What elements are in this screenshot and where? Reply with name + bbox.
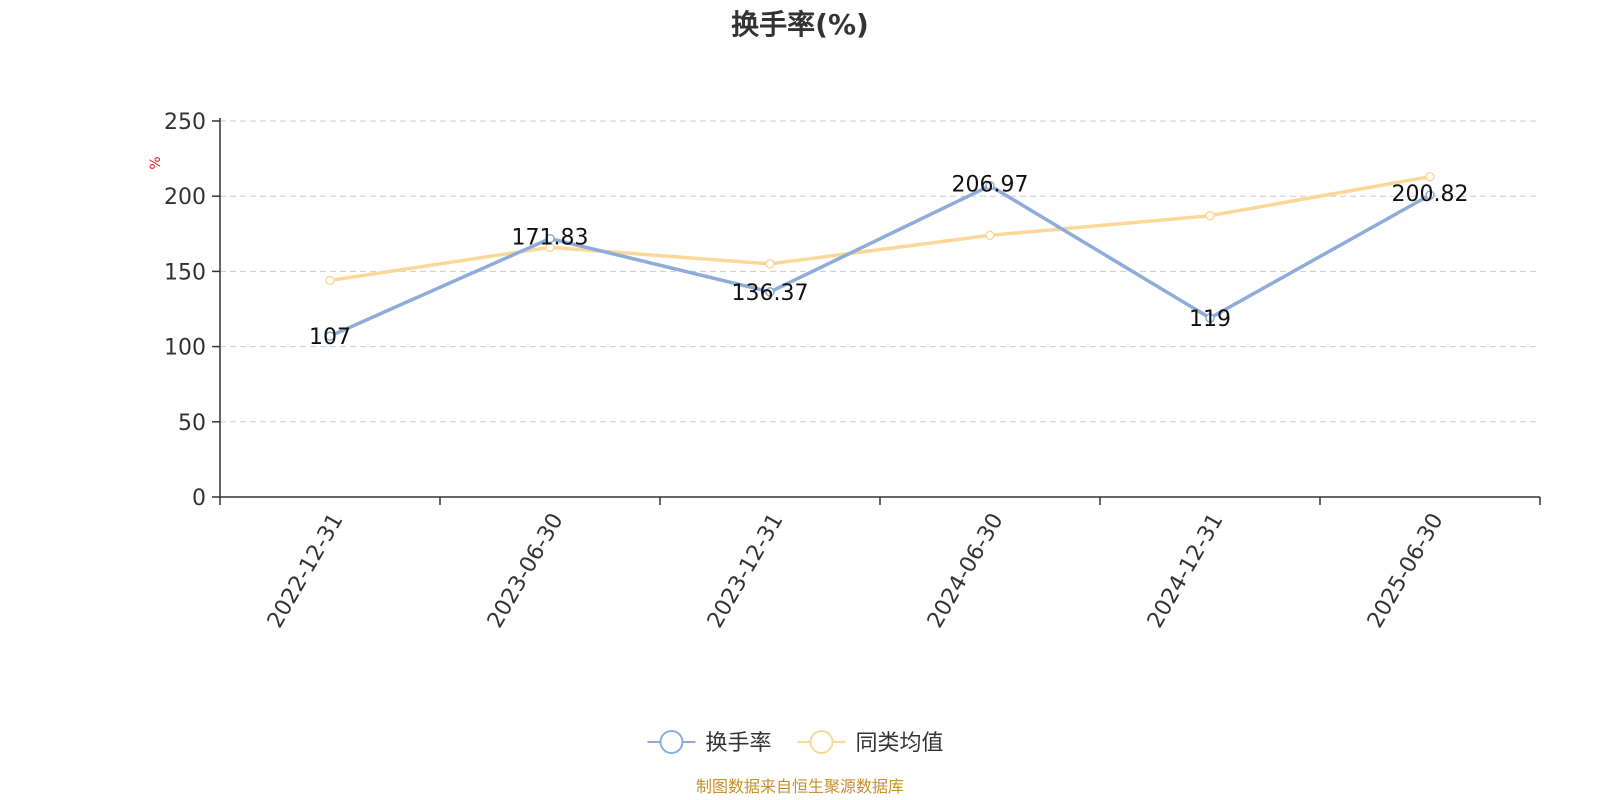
data-point[interactable] <box>325 275 335 286</box>
data-point[interactable] <box>1425 190 1435 200</box>
data-label: 136.37 <box>732 281 809 306</box>
x-tick-label: 2022-12-31 <box>263 509 349 632</box>
y-tick-label: 50 <box>178 411 206 436</box>
series-layer <box>325 171 1435 341</box>
series-1 <box>325 180 1435 341</box>
data-label: 200.82 <box>1392 182 1469 207</box>
y-tick-label: 250 <box>164 110 206 135</box>
data-source-note: 制图数据来自恒生聚源数据库 <box>696 777 904 796</box>
legend-marker-icon <box>659 730 684 754</box>
chart-title: 换手率(%) <box>731 8 869 41</box>
x-tick-label: 2025-06-30 <box>1363 509 1449 632</box>
series-line <box>329 174 1431 283</box>
data-label: 171.83 <box>512 226 589 251</box>
legend-item-1[interactable]: 换手率 <box>647 730 772 756</box>
data-point[interactable] <box>765 259 775 269</box>
gridlines <box>220 120 1540 423</box>
data-label: 119 <box>1189 307 1231 332</box>
y-tick-label: 0 <box>192 486 206 511</box>
data-point[interactable] <box>325 331 335 341</box>
y-axis-unit-label: % <box>148 156 164 169</box>
x-tick-label: 2023-06-30 <box>483 509 569 632</box>
data-labels: 107 171.83 136.37 206.97 119 200.82 <box>309 173 1468 350</box>
legend[interactable]: 换手率 同类均值 <box>647 730 944 756</box>
data-point[interactable] <box>545 233 555 244</box>
axes: 0 50 100 150 200 250 2022-12-31 2023-06-30 2023-… <box>164 110 1541 632</box>
data-point[interactable] <box>765 287 775 297</box>
legend-item-2[interactable]: 同类均值 <box>797 730 944 756</box>
legend-marker-icon <box>809 730 834 754</box>
legend-label: 换手率 <box>706 731 772 756</box>
series-line <box>329 183 1431 338</box>
data-point[interactable] <box>1425 171 1435 182</box>
y-tick-label: 100 <box>164 336 206 361</box>
data-point[interactable] <box>1205 313 1215 323</box>
series-2 <box>325 171 1435 286</box>
y-tick-label: 200 <box>164 185 206 210</box>
y-tick-label: 150 <box>164 260 206 285</box>
data-label: 107 <box>309 325 351 350</box>
x-tick-label: 2023-12-31 <box>703 509 789 632</box>
data-point[interactable] <box>985 230 995 241</box>
x-tick-label: 2024-06-30 <box>923 509 1009 632</box>
x-tick-label: 2024-12-31 <box>1143 509 1229 632</box>
data-label: 206.97 <box>952 173 1029 198</box>
data-point[interactable] <box>985 180 995 191</box>
legend-label: 同类均值 <box>856 731 944 756</box>
data-point[interactable] <box>1205 211 1215 221</box>
data-point[interactable] <box>545 242 555 253</box>
